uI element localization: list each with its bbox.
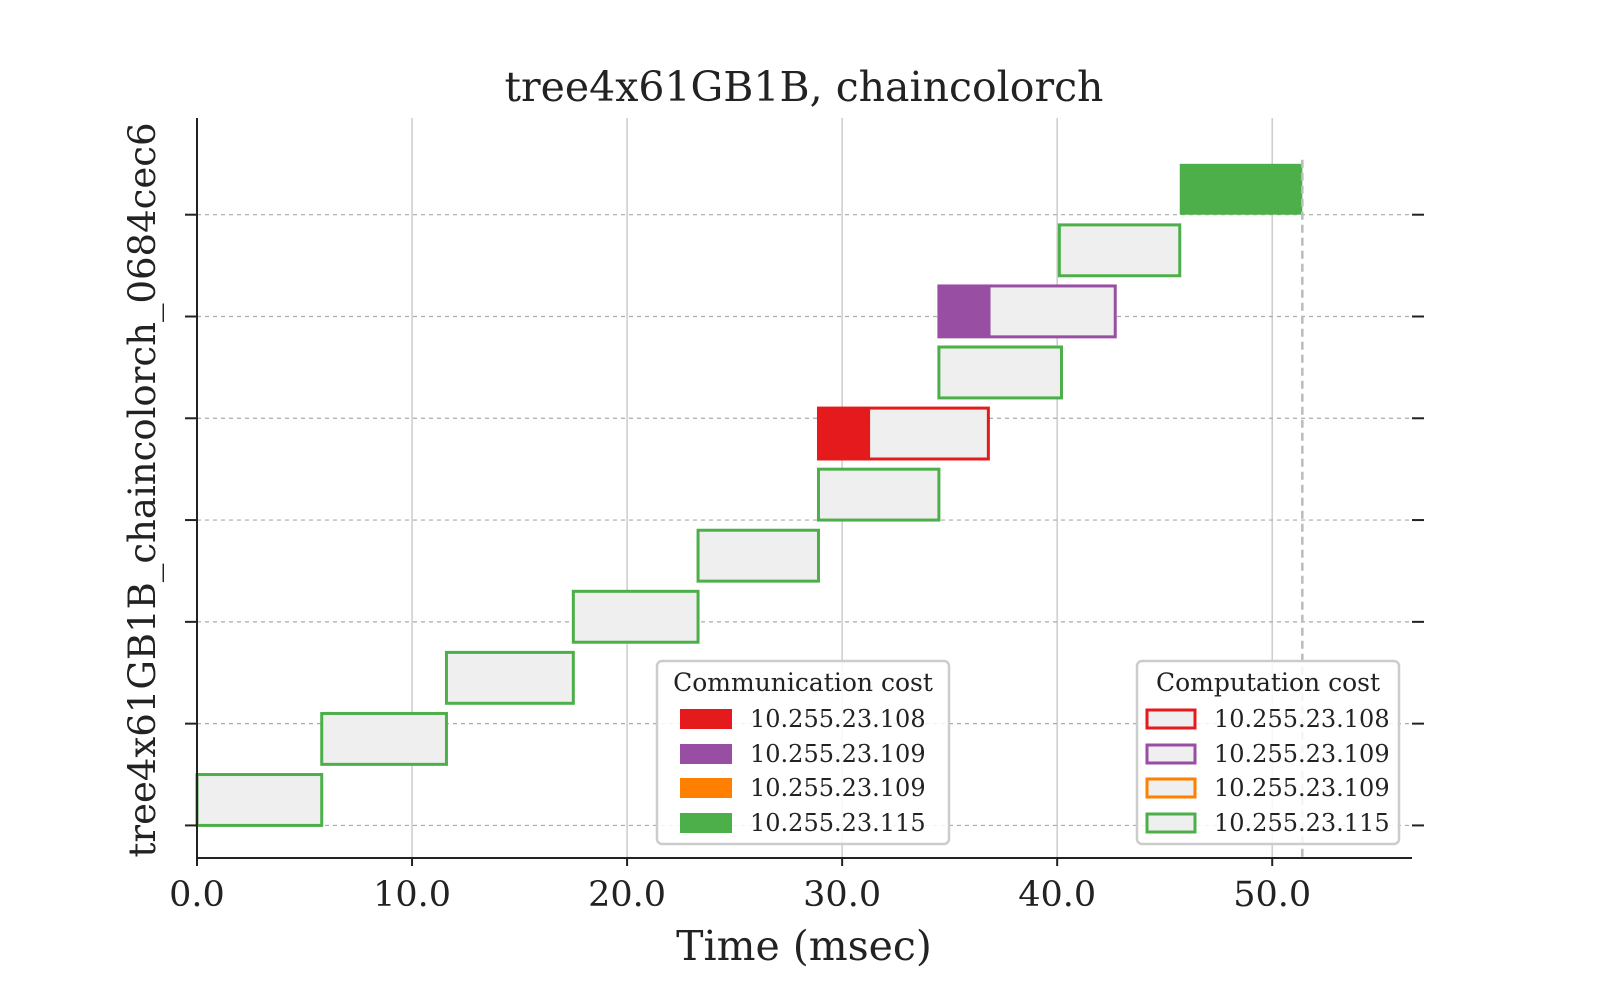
x-tick-label: 0.0	[169, 875, 225, 915]
legend-label: 10.255.23.108	[1214, 705, 1390, 733]
computation-bar	[446, 652, 574, 704]
legend-swatch	[680, 778, 732, 798]
computation-bar	[197, 774, 322, 826]
legend-label: 10.255.23.115	[1214, 809, 1390, 837]
x-tick-label: 30.0	[803, 875, 881, 915]
communication-bar	[938, 285, 991, 337]
legend-swatch	[680, 813, 732, 833]
legend-swatch	[1145, 812, 1197, 834]
legend-communication: Communication cost 10.255.23.108 10.255.…	[655, 659, 951, 846]
task-outline	[320, 711, 448, 766]
task-outline	[1057, 223, 1182, 278]
task-outline	[444, 650, 575, 705]
legend-swatch	[680, 744, 732, 764]
legend-frame	[655, 659, 951, 846]
computation-bar	[573, 591, 699, 643]
legend-label: 10.255.23.108	[750, 705, 926, 733]
task-bars	[195, 163, 1303, 827]
legend-swatch	[1145, 777, 1197, 799]
computation-bar	[698, 530, 819, 582]
communication-bar	[818, 408, 871, 459]
task-outline	[571, 589, 700, 644]
legend-label: 10.255.23.109	[750, 740, 926, 768]
legend-frame	[1135, 659, 1401, 846]
task-outline	[816, 406, 990, 461]
computation-bar	[990, 285, 1116, 337]
x-tick-label: 10.0	[373, 875, 451, 915]
legend-swatch	[1145, 743, 1197, 765]
legend-computation: Computation cost 10.255.23.108 10.255.23…	[1135, 659, 1401, 846]
legend-title: Communication cost	[673, 668, 933, 697]
legend-title: Computation cost	[1156, 668, 1380, 697]
chart-title: tree4x61GB1B, chaincolorch	[505, 63, 1104, 111]
communication-bar	[1179, 163, 1303, 215]
computation-bar	[818, 469, 939, 521]
computation-bar	[870, 408, 989, 459]
computation-bar	[938, 347, 1062, 398]
legend-label: 10.255.23.109	[1214, 774, 1390, 802]
legend-label: 10.255.23.109	[750, 774, 926, 802]
legend-label: 10.255.23.109	[1214, 740, 1390, 768]
ticks: 0.0 10.0 20.0 30.0 40.0 50.0	[169, 213, 1424, 915]
legend-label: 10.255.23.115	[750, 809, 926, 837]
x-tick-label: 50.0	[1233, 875, 1311, 915]
task-outline	[937, 284, 1117, 339]
legend-swatch	[1145, 708, 1197, 730]
computation-bar	[321, 713, 447, 765]
axes	[196, 118, 1412, 859]
legend-swatch	[680, 709, 732, 729]
computation-bar	[1059, 224, 1180, 276]
task-outline	[816, 467, 941, 522]
x-tick-label: 40.0	[1018, 875, 1096, 915]
x-axis-label: Time (msec)	[676, 922, 932, 970]
x-tick-label: 20.0	[588, 875, 666, 915]
y-axis-label: tree4x61GB1B_chaincolorch_0684cec6	[121, 123, 165, 858]
task-outline	[696, 528, 820, 583]
task-outline	[937, 345, 1063, 400]
